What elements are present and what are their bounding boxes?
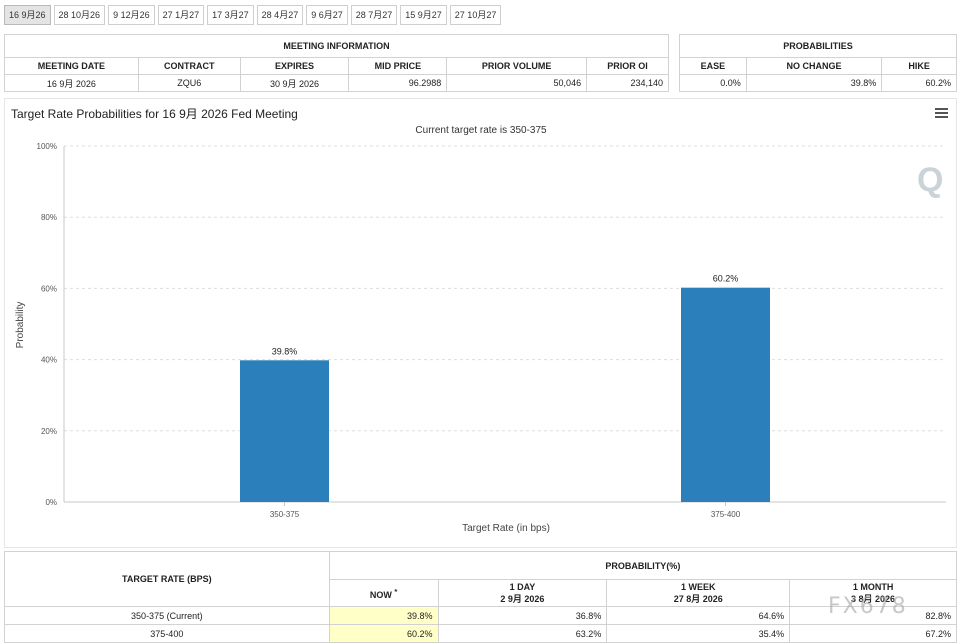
week-cell: 64.6%: [606, 606, 791, 625]
col-meeting-date: MEETING DATE: [4, 57, 139, 75]
col-prior-volume: PRIOR VOLUME: [446, 57, 588, 75]
col-1-day: 1 DAY 2 9月 2026: [437, 579, 608, 607]
tab-meeting-4[interactable]: 17 3月27: [207, 5, 254, 25]
probabilities-table: PROBABILITIES EASE NO CHANGE HIKE 0.0% 3…: [679, 34, 957, 92]
bar: [681, 287, 770, 502]
col-mid-price: MID PRICE: [348, 57, 448, 75]
tab-meeting-9[interactable]: 27 10月27: [449, 5, 502, 25]
col-ease: EASE: [679, 57, 747, 75]
tab-meeting-0[interactable]: 16 9月26: [4, 5, 51, 25]
tab-meeting-6[interactable]: 9 6月27: [306, 5, 348, 25]
rate-cell: 375-400: [4, 624, 330, 643]
probabilities-header: PROBABILITIES: [679, 34, 957, 58]
day-cell: 36.8%: [437, 606, 608, 625]
col-1-week-date: 27 8月 2026: [673, 593, 723, 604]
col-1-month-label: 1 MONTH: [852, 581, 894, 592]
chart-subtitle: Current target rate is 350-375: [415, 125, 547, 136]
col-expires: EXPIRES: [239, 57, 350, 75]
y-tick-label: 80%: [41, 213, 57, 222]
table-row: 350-375 (Current) 39.8% 36.8% 64.6% 82.8…: [4, 606, 957, 625]
tab-meeting-5[interactable]: 28 4月27: [256, 5, 304, 25]
bar: [240, 360, 329, 502]
month-cell: 67.2%: [789, 624, 957, 643]
chart-y-label: Probability: [15, 302, 26, 349]
chart-panel: Target Rate Probabilities for 16 9月 2026…: [4, 98, 957, 548]
col-1-week-label: 1 WEEK: [680, 581, 716, 592]
prior-oi-value: 234,140: [586, 74, 669, 92]
chart-menu-icon[interactable]: [935, 108, 948, 119]
table-row: 375-400 60.2% 63.2% 35.4% 67.2%: [4, 624, 957, 643]
hike-value: 60.2%: [881, 74, 957, 92]
target-rate-header: TARGET RATE (BPS): [4, 551, 330, 607]
mid-price-value: 96.2988: [348, 74, 448, 92]
week-cell: 35.4%: [606, 624, 791, 643]
col-contract: CONTRACT: [137, 57, 241, 75]
bar-chart: Current target rate is 350-375 Q 0% 20% 40…: [15, 125, 946, 534]
bar-data-label: 39.8%: [272, 346, 298, 356]
bar-data-label: 60.2%: [713, 274, 739, 284]
logo-letter: Q: [917, 161, 943, 199]
col-now-mark: *: [394, 586, 398, 596]
meeting-info-header: MEETING INFORMATION: [4, 34, 669, 58]
col-now: NOW *: [328, 579, 439, 607]
tab-meeting-7[interactable]: 28 7月27: [350, 5, 398, 25]
meeting-date-value: 16 9月 2026: [4, 74, 139, 92]
quikstrike-logo-icon: Q: [917, 161, 943, 199]
tab-meeting-8[interactable]: 15 9月27: [400, 5, 447, 25]
y-tick-label: 20%: [41, 427, 57, 436]
y-tick-label: 0%: [45, 498, 57, 507]
now-cell: 39.8%: [328, 606, 439, 625]
col-1-month-date: 3 8月 2026: [851, 593, 896, 604]
col-1-day-label: 1 DAY: [509, 581, 536, 592]
rate-cell: 350-375 (Current): [4, 606, 330, 625]
tab-meeting-2[interactable]: 9 12月26: [108, 5, 155, 25]
col-1-day-date: 2 9月 2026: [500, 593, 545, 604]
now-cell: 60.2%: [328, 624, 439, 643]
x-tick-label: 375-400: [711, 510, 741, 519]
col-1-week: 1 WEEK 27 8月 2026: [606, 579, 791, 607]
day-cell: 63.2%: [437, 624, 608, 643]
y-tick-label: 100%: [37, 142, 57, 151]
expires-value: 30 9月 2026: [239, 74, 350, 92]
chart-title: Target Rate Probabilities for 16 9月 2026…: [11, 107, 298, 121]
tab-meeting-3[interactable]: 27 1月27: [157, 5, 205, 25]
meeting-info-table: MEETING INFORMATION MEETING DATE CONTRAC…: [4, 34, 669, 92]
y-tick-label: 60%: [41, 284, 57, 293]
no-change-value: 39.8%: [745, 74, 883, 92]
col-hike: HIKE: [881, 57, 957, 75]
watermark: FX678: [828, 594, 908, 619]
ease-value: 0.0%: [679, 74, 747, 92]
tab-meeting-1[interactable]: 28 10月26: [53, 5, 106, 25]
chart-x-label: Target Rate (in bps): [462, 523, 550, 534]
meeting-tabs: 16 9月26 28 10月26 9 12月26 27 1月27 17 3月27…: [4, 5, 504, 25]
probability-header: PROBABILITY(%): [328, 551, 958, 580]
col-prior-oi: PRIOR OI: [586, 57, 669, 75]
y-tick-label: 40%: [41, 356, 57, 365]
prior-volume-value: 50,046: [446, 74, 588, 92]
contract-value: ZQU6: [137, 74, 241, 92]
x-tick-label: 350-375: [270, 510, 300, 519]
col-now-label: NOW: [369, 589, 392, 600]
probability-history-table: TARGET RATE (BPS) PROBABILITY(%) NOW * 1…: [4, 551, 958, 643]
col-no-change: NO CHANGE: [745, 57, 883, 75]
